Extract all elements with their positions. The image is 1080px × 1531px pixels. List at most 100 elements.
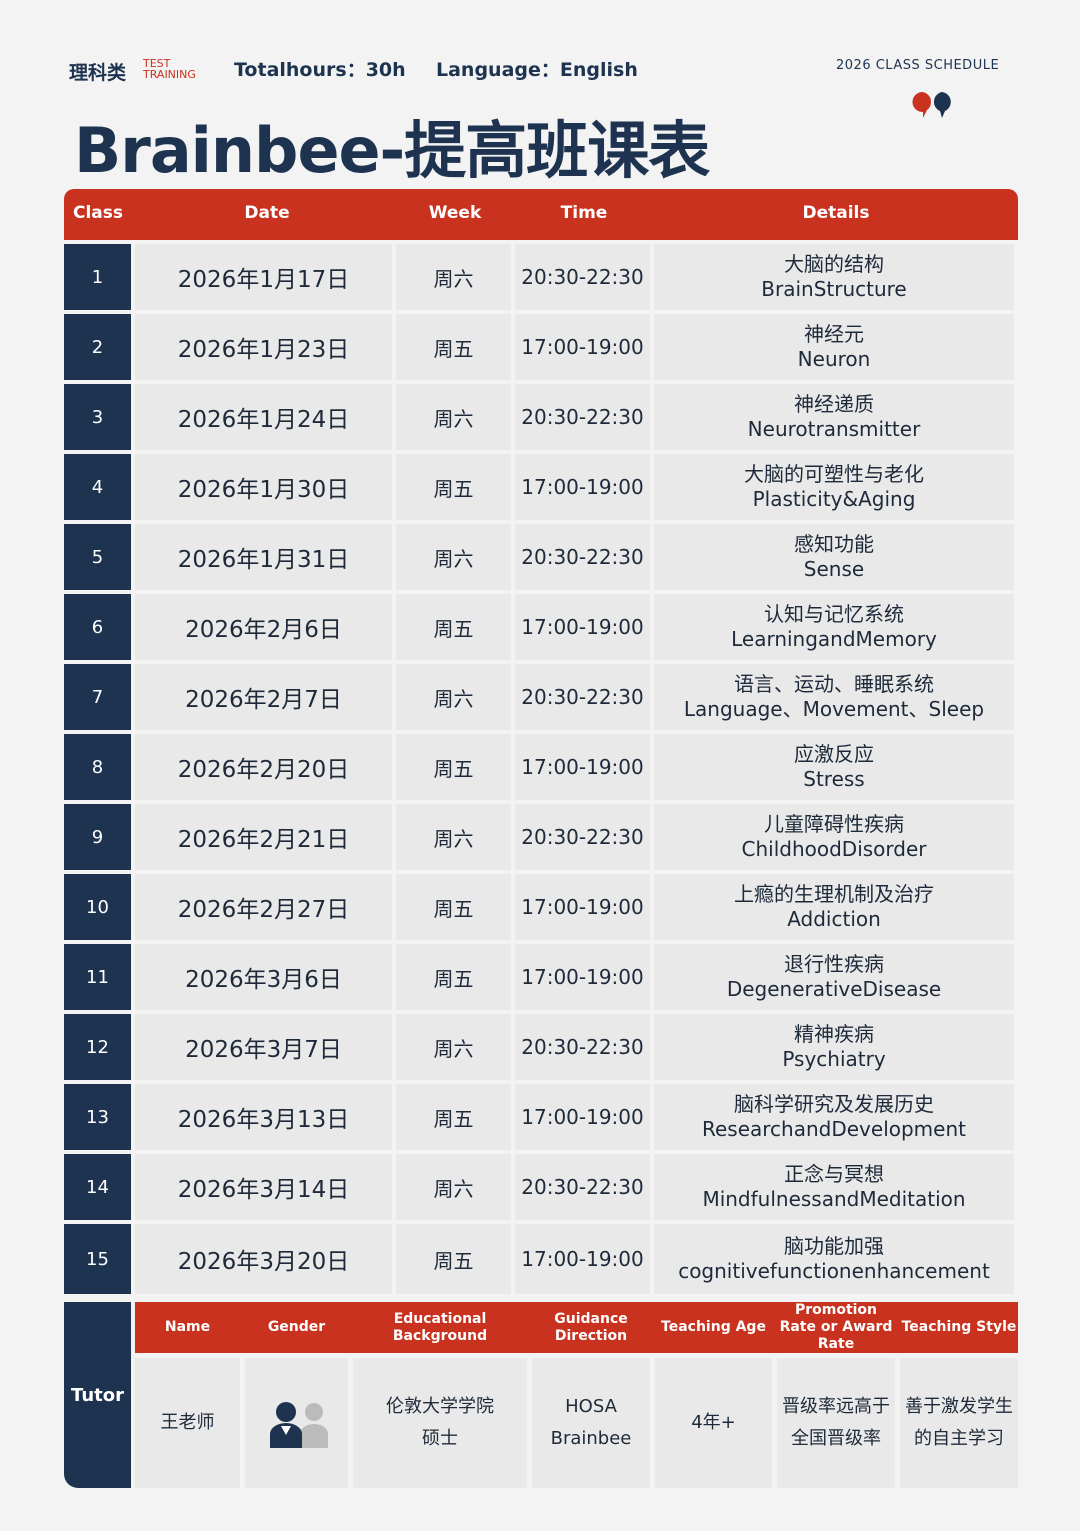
tutor-col-header: Teaching Style (901, 1319, 1017, 1335)
week-cell: 周五 (396, 594, 511, 660)
time-cell: 17:00-19:00 (515, 1224, 650, 1294)
class-number: 9 (64, 804, 131, 870)
table-row: 14 2026年3月14日 周六 20:30-22:30 正念与冥想 Mindfu… (64, 1154, 1018, 1220)
details-cell: 脑功能加强 cognitivefunctionenhancement (654, 1224, 1014, 1294)
week-cell: 周六 (396, 804, 511, 870)
table-row: 2 2026年1月23日 周五 17:00-19:00 神经元 Neuron (64, 314, 1018, 380)
date-cell: 2026年1月30日 (135, 454, 392, 520)
week-cell: 周五 (396, 874, 511, 940)
time-cell: 17:00-19:00 (515, 454, 650, 520)
col-week: Week (428, 203, 482, 223)
class-number: 5 (64, 524, 131, 590)
total-hours: Totalhours：30h (234, 59, 406, 81)
details-en: Stress (803, 767, 865, 791)
details-cn: 大脑的可塑性与老化 (744, 462, 924, 486)
tutor-value: 晋级率远高于 (782, 1396, 890, 1417)
tutor-value: 善于激发学生 (905, 1396, 1013, 1417)
class-number: 7 (64, 664, 131, 730)
details-en: ResearchandDevelopment (701, 1117, 966, 1141)
time-cell: 20:30-22:30 (515, 804, 650, 870)
class-number: 8 (64, 734, 131, 800)
class-number: 4 (64, 454, 131, 520)
week-cell: 周六 (396, 664, 511, 730)
details-en: Sense (803, 557, 865, 581)
details-cell: 语言、运动、睡眠系统 Language、Movement、Sleep (654, 664, 1014, 730)
page-title: Brainbee-提高班课表 (74, 114, 710, 187)
tutor-col-header: Educational Background (392, 1310, 488, 1344)
time-cell: 20:30-22:30 (515, 244, 650, 310)
details-en: ChildhoodDisorder (741, 837, 927, 861)
week-cell: 周六 (396, 524, 511, 590)
week-cell: 周五 (396, 1084, 511, 1150)
details-cell: 儿童障碍性疾病 ChildhoodDisorder (654, 804, 1014, 870)
col-date: Date (244, 203, 290, 223)
date-cell: 2026年3月7日 (135, 1014, 392, 1080)
details-cell: 感知功能 Sense (654, 524, 1014, 590)
week-cell: 周六 (396, 384, 511, 450)
details-en: Neurotransmitter (747, 417, 921, 441)
details-en: DegenerativeDisease (726, 977, 942, 1001)
tutor-cell: 善于激发学生 的自主学习 (900, 1358, 1018, 1488)
tutor-value: 4年+ (691, 1412, 736, 1433)
tutor-cell: 王老师 (135, 1358, 240, 1488)
female-male-avatar-icon (269, 1402, 328, 1448)
class-number: 13 (64, 1084, 131, 1150)
week-cell: 周六 (396, 1014, 511, 1080)
time-cell: 17:00-19:00 (515, 1084, 650, 1150)
details-cn: 脑功能加强 (784, 1234, 884, 1258)
class-number: 1 (64, 244, 131, 310)
week-cell: 周五 (396, 1224, 511, 1294)
details-cn: 应激反应 (794, 742, 874, 766)
tutor-cell: 伦敦大学学院 硕士 (353, 1358, 527, 1488)
details-en: Psychiatry (782, 1047, 886, 1071)
details-cn: 精神疾病 (794, 1022, 874, 1046)
details-cn: 认知与记忆系统 (764, 602, 904, 626)
details-cn: 语言、运动、睡眠系统 (734, 672, 934, 696)
date-cell: 2026年1月17日 (135, 244, 392, 310)
table-row: 4 2026年1月30日 周五 17:00-19:00 大脑的可塑性与老化 Pla… (64, 454, 1018, 520)
tutor-col-header: Name (164, 1319, 211, 1335)
details-cell: 应激反应 Stress (654, 734, 1014, 800)
details-cn: 神经元 (804, 322, 864, 346)
tutor-cell: HOSA Brainbee (532, 1358, 650, 1488)
week-cell: 周六 (396, 1154, 511, 1220)
details-cell: 神经递质 Neurotransmitter (654, 384, 1014, 450)
details-en: Addiction (787, 907, 881, 931)
date-cell: 2026年1月23日 (135, 314, 392, 380)
date-cell: 2026年1月31日 (135, 524, 392, 590)
class-number: 12 (64, 1014, 131, 1080)
table-row: 13 2026年3月13日 周五 17:00-19:00 脑科学研究及发展历史 R… (64, 1084, 1018, 1150)
language: Language：English (436, 59, 638, 81)
time-cell: 20:30-22:30 (515, 1014, 650, 1080)
class-number: 11 (64, 944, 131, 1010)
tutor-cell: 4年+ (655, 1358, 772, 1488)
details-cell: 认知与记忆系统 LearningandMemory (654, 594, 1014, 660)
details-cn: 感知功能 (794, 532, 874, 556)
tutor-cell: 晋级率远高于 全国晋级率 (777, 1358, 895, 1488)
schedule-label: 2026 CLASS SCHEDULE (836, 58, 1000, 73)
details-cell: 上瘾的生理机制及治疗 Addiction (654, 874, 1014, 940)
logo-subtext: TEST TRAINING (143, 57, 196, 81)
details-en: Neuron (797, 347, 871, 371)
date-cell: 2026年1月24日 (135, 384, 392, 450)
tutor-value: 全国晋级率 (791, 1428, 881, 1449)
details-cn: 上瘾的生理机制及治疗 (734, 882, 934, 906)
date-cell: 2026年3月14日 (135, 1154, 392, 1220)
table-row: 15 2026年3月20日 周五 17:00-19:00 脑功能加强 cognit… (64, 1224, 1018, 1294)
details-cn: 儿童障碍性疾病 (764, 812, 904, 836)
details-cn: 大脑的结构 (784, 252, 884, 276)
date-cell: 2026年2月7日 (135, 664, 392, 730)
details-en: LearningandMemory (731, 627, 937, 651)
tutor-value: HOSA (565, 1396, 617, 1417)
table-row: 5 2026年1月31日 周六 20:30-22:30 感知功能 Sense (64, 524, 1018, 590)
class-number: 10 (64, 874, 131, 940)
time-cell: 20:30-22:30 (515, 664, 650, 730)
tutor-col-header: Gender (267, 1319, 326, 1335)
details-cn: 神经递质 (794, 392, 874, 416)
details-en: MindfulnessandMeditation (702, 1187, 966, 1211)
details-cell: 大脑的可塑性与老化 Plasticity&Aging (654, 454, 1014, 520)
logo-text: 理科类 (69, 62, 127, 84)
tutor-label: Tutor (64, 1302, 131, 1488)
date-cell: 2026年3月20日 (135, 1224, 392, 1294)
time-cell: 17:00-19:00 (515, 874, 650, 940)
